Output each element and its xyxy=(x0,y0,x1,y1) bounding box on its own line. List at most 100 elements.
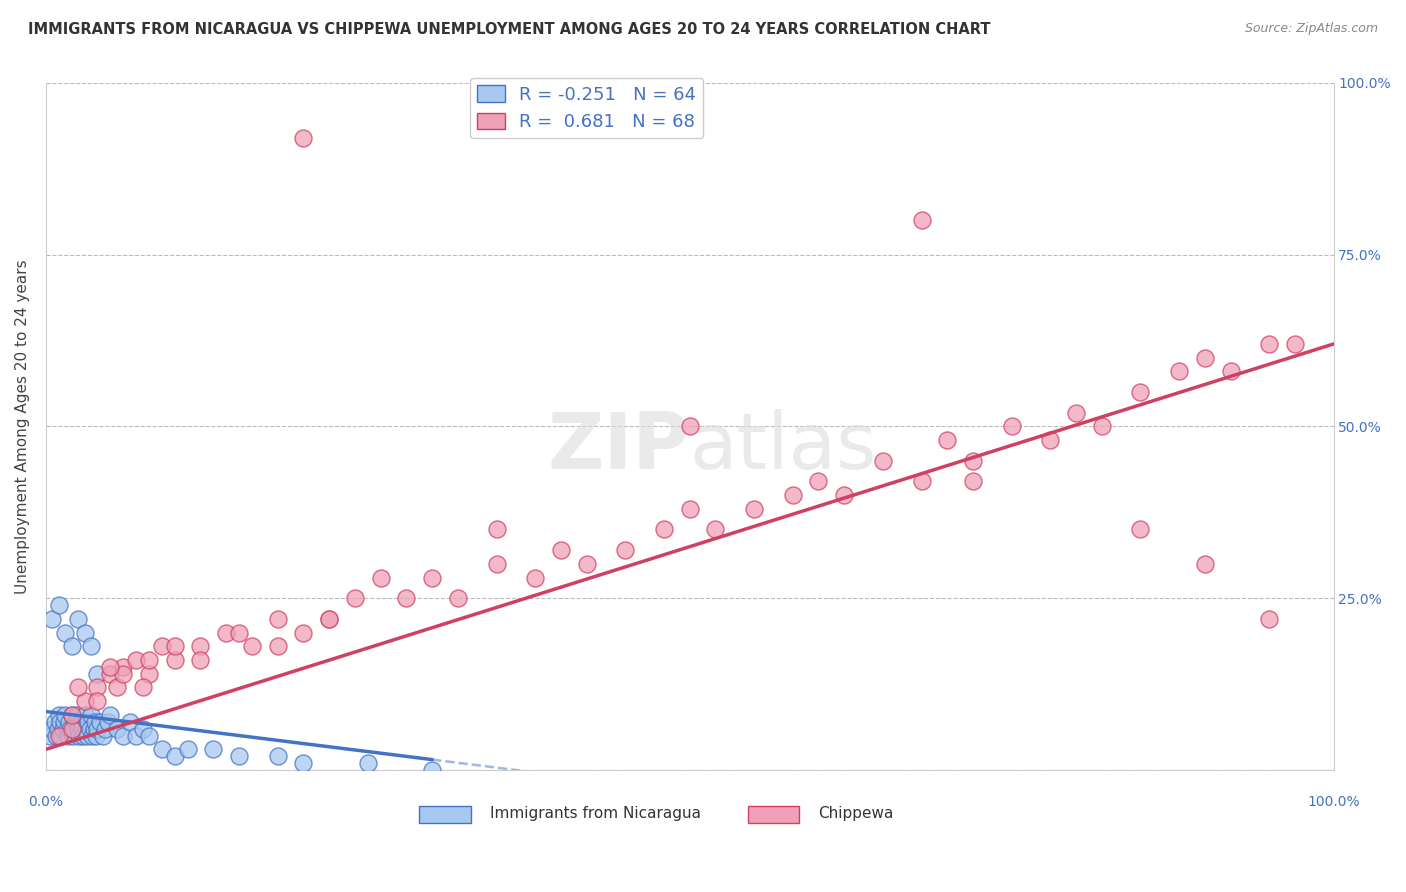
Point xyxy=(138,729,160,743)
Point xyxy=(86,681,108,695)
Point xyxy=(357,756,380,770)
Point xyxy=(53,625,76,640)
Point xyxy=(150,742,173,756)
Point xyxy=(163,639,186,653)
Point xyxy=(83,722,105,736)
Point xyxy=(1091,419,1114,434)
Point xyxy=(176,742,198,756)
Text: ZIP: ZIP xyxy=(547,409,690,485)
Point xyxy=(575,557,598,571)
Point xyxy=(1219,364,1241,378)
Point xyxy=(1258,337,1281,351)
Point xyxy=(63,722,86,736)
Point xyxy=(679,501,702,516)
Point xyxy=(73,625,96,640)
Point xyxy=(832,488,855,502)
Point xyxy=(52,722,75,736)
Point xyxy=(1129,385,1152,400)
Point xyxy=(267,639,290,653)
Point xyxy=(395,591,418,606)
Point xyxy=(55,722,77,736)
Point xyxy=(60,708,83,723)
Point xyxy=(67,722,90,736)
Point xyxy=(89,714,111,729)
Point xyxy=(679,419,702,434)
Text: Source: ZipAtlas.com: Source: ZipAtlas.com xyxy=(1244,22,1378,36)
Text: Chippewa: Chippewa xyxy=(818,806,894,822)
Point xyxy=(1284,337,1306,351)
Point xyxy=(112,666,135,681)
Point xyxy=(77,714,100,729)
Point xyxy=(292,625,315,640)
Point xyxy=(46,722,69,736)
Point xyxy=(86,722,108,736)
Point xyxy=(69,729,91,743)
Point xyxy=(59,722,82,736)
Text: Immigrants from Nicaragua: Immigrants from Nicaragua xyxy=(491,806,702,822)
Point xyxy=(240,639,263,653)
Point xyxy=(228,749,250,764)
Point xyxy=(318,612,340,626)
Point xyxy=(125,729,148,743)
Point xyxy=(190,639,212,653)
Point xyxy=(82,729,104,743)
Point xyxy=(807,475,830,489)
Point xyxy=(91,729,114,743)
Point xyxy=(60,639,83,653)
Point xyxy=(910,213,932,227)
Point xyxy=(44,714,66,729)
Point xyxy=(67,681,90,695)
Point xyxy=(105,722,128,736)
Point xyxy=(614,543,637,558)
Point xyxy=(65,714,87,729)
Point xyxy=(69,714,91,729)
Y-axis label: Unemployment Among Ages 20 to 24 years: Unemployment Among Ages 20 to 24 years xyxy=(15,259,30,594)
Point xyxy=(872,454,894,468)
Point xyxy=(1168,364,1191,378)
Point xyxy=(782,488,804,502)
Point xyxy=(420,763,443,777)
Point xyxy=(73,708,96,723)
Point xyxy=(742,501,765,516)
Point xyxy=(58,714,80,729)
Point xyxy=(318,612,340,626)
Point xyxy=(73,694,96,708)
Point xyxy=(485,523,508,537)
Point xyxy=(79,722,101,736)
Text: 100.0%: 100.0% xyxy=(1308,795,1360,809)
Legend: R = -0.251   N = 64, R =  0.681   N = 68: R = -0.251 N = 64, R = 0.681 N = 68 xyxy=(470,78,703,138)
Point xyxy=(97,714,120,729)
Point xyxy=(70,722,93,736)
Point xyxy=(292,756,315,770)
Point xyxy=(524,570,547,584)
Point xyxy=(131,681,153,695)
Point xyxy=(56,729,79,743)
Point xyxy=(51,729,73,743)
Point xyxy=(53,714,76,729)
Point xyxy=(1039,433,1062,447)
Point xyxy=(163,749,186,764)
Point xyxy=(60,708,83,723)
FancyBboxPatch shape xyxy=(419,806,471,823)
Point xyxy=(62,729,84,743)
Point xyxy=(962,454,984,468)
Text: atlas: atlas xyxy=(690,409,877,485)
Point xyxy=(83,714,105,729)
Point xyxy=(41,722,63,736)
Point xyxy=(48,729,70,743)
Point xyxy=(45,729,67,743)
Point xyxy=(98,708,121,723)
Point xyxy=(80,708,103,723)
Point xyxy=(292,131,315,145)
Point xyxy=(49,714,72,729)
Point xyxy=(60,722,83,736)
Point xyxy=(76,729,98,743)
Point xyxy=(190,653,212,667)
Point xyxy=(150,639,173,653)
Point xyxy=(94,722,117,736)
Point xyxy=(163,653,186,667)
Point xyxy=(84,729,107,743)
Point xyxy=(112,729,135,743)
Point xyxy=(962,475,984,489)
Point xyxy=(86,694,108,708)
